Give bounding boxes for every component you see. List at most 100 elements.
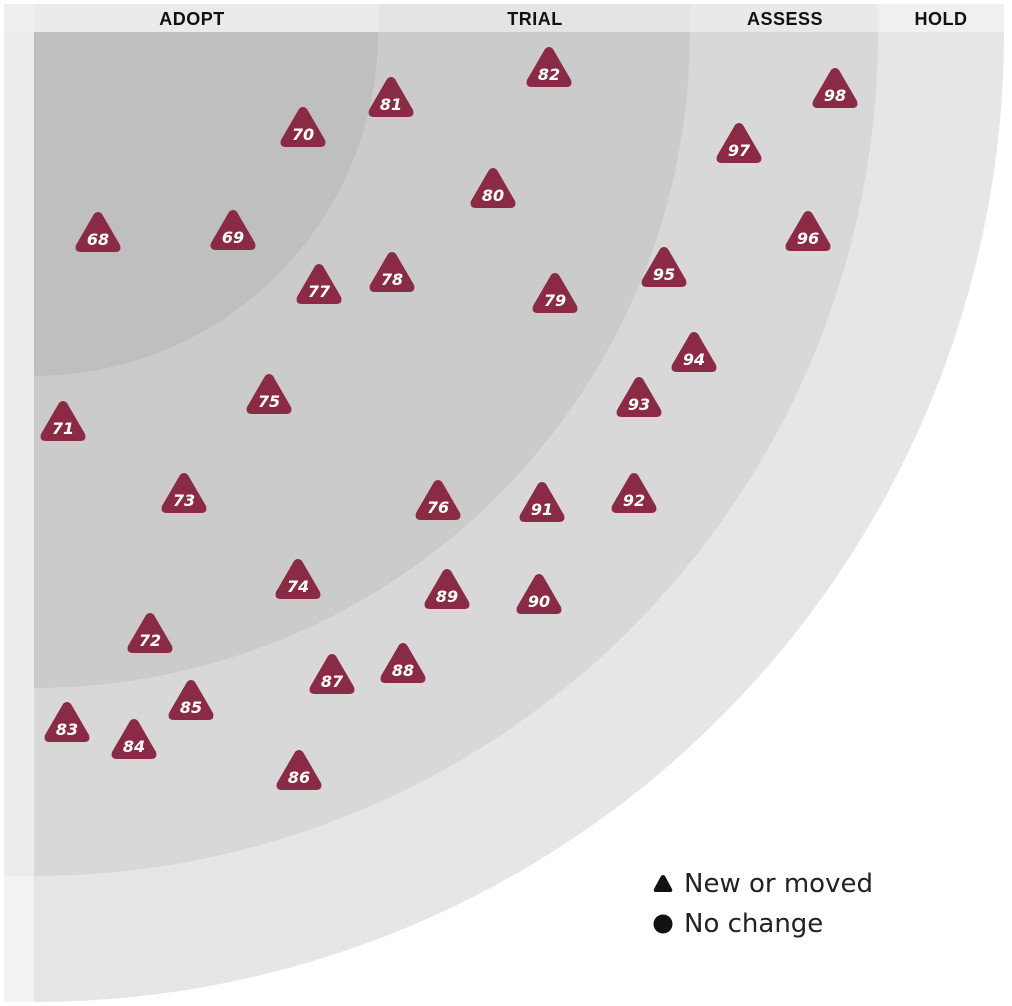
blip-number: 85: [180, 698, 202, 717]
blip-number: 75: [258, 392, 280, 411]
triangle-icon: [280, 107, 326, 147]
triangle-icon: [716, 123, 762, 163]
left-strip-lower: [4, 876, 34, 1002]
triangle-icon: [641, 247, 687, 287]
blip-number: 96: [797, 229, 819, 248]
triangle-icon: [210, 210, 256, 250]
blip-72[interactable]: 72: [127, 613, 173, 653]
triangle-icon: [611, 473, 657, 513]
ring-label-adopt: ADOPT: [159, 9, 225, 29]
blip-number: 74: [287, 577, 309, 596]
blip-number: 77: [308, 282, 331, 301]
blip-number: 93: [628, 395, 650, 414]
blip-number: 82: [538, 65, 560, 84]
blip-71[interactable]: 71: [40, 401, 86, 441]
triangle-icon: [470, 168, 516, 208]
blip-92[interactable]: 92: [611, 473, 657, 513]
blip-87[interactable]: 87: [309, 654, 355, 694]
blip-88[interactable]: 88: [380, 643, 426, 683]
blip-number: 69: [222, 228, 244, 247]
blip-78[interactable]: 78: [369, 252, 415, 292]
triangle-icon: [40, 401, 86, 441]
blip-93[interactable]: 93: [616, 377, 662, 417]
blip-number: 90: [528, 592, 550, 611]
blip-95[interactable]: 95: [641, 247, 687, 287]
triangle-icon: [111, 719, 157, 759]
legend-label-unchanged: No change: [684, 909, 824, 939]
blip-94[interactable]: 94: [671, 332, 717, 372]
left-strip: [4, 4, 34, 1002]
circle-icon: [653, 914, 673, 934]
blip-number: 92: [623, 491, 645, 510]
triangle-icon: [812, 68, 858, 108]
blip-91[interactable]: 91: [519, 482, 565, 522]
blip-number: 95: [653, 265, 675, 284]
blip-69[interactable]: 69: [210, 210, 256, 250]
blip-84[interactable]: 84: [111, 719, 157, 759]
blip-number: 71: [52, 419, 74, 438]
triangle-icon: [526, 47, 572, 87]
triangle-icon: [671, 332, 717, 372]
triangle-icon: [161, 473, 207, 513]
blip-number: 86: [288, 768, 310, 787]
triangle-icon: [380, 643, 426, 683]
blip-81[interactable]: 81: [368, 77, 414, 117]
triangle-icon: [276, 750, 322, 790]
blip-number: 89: [436, 587, 458, 606]
triangle-icon: [369, 252, 415, 292]
blip-82[interactable]: 82: [526, 47, 572, 87]
blip-number: 98: [824, 86, 846, 105]
blip-number: 70: [292, 125, 314, 144]
legend: New or moved No change: [652, 864, 873, 944]
blip-number: 72: [139, 631, 161, 650]
blip-75[interactable]: 75: [246, 374, 292, 414]
triangle-icon: [275, 559, 321, 599]
blip-74[interactable]: 74: [275, 559, 321, 599]
blip-98[interactable]: 98: [812, 68, 858, 108]
header-hold: [878, 4, 1004, 32]
blip-number: 97: [728, 141, 751, 160]
triangle-icon: [616, 377, 662, 417]
triangle-icon: [309, 654, 355, 694]
ring-label-trial: TRIAL: [507, 9, 563, 29]
triangle-icon: [246, 374, 292, 414]
triangle-icon: [785, 211, 831, 251]
triangle-icon: [296, 264, 342, 304]
blip-70[interactable]: 70: [280, 107, 326, 147]
blip-85[interactable]: 85: [168, 680, 214, 720]
legend-label-new: New or moved: [684, 869, 873, 899]
blip-number: 84: [123, 737, 145, 756]
triangle-icon: [168, 680, 214, 720]
blip-number: 79: [544, 291, 566, 310]
triangle-icon: [532, 273, 578, 313]
triangle-icon: [424, 569, 470, 609]
blip-97[interactable]: 97: [716, 123, 762, 163]
triangle-icon: [519, 482, 565, 522]
triangle-icon: [516, 574, 562, 614]
blip-number: 81: [380, 95, 402, 114]
blip-number: 78: [381, 270, 403, 289]
blip-number: 91: [531, 500, 553, 519]
triangle-icon: [44, 702, 90, 742]
blip-80[interactable]: 80: [470, 168, 516, 208]
blip-83[interactable]: 83: [44, 702, 90, 742]
triangle-icon: [127, 613, 173, 653]
blip-89[interactable]: 89: [424, 569, 470, 609]
blip-number: 76: [427, 498, 449, 517]
legend-item-new: New or moved: [652, 864, 873, 904]
legend-item-unchanged: No change: [652, 904, 873, 944]
header-assess: [690, 4, 878, 32]
blip-86[interactable]: 86: [276, 750, 322, 790]
triangle-icon: [75, 212, 121, 252]
blip-79[interactable]: 79: [532, 273, 578, 313]
blip-73[interactable]: 73: [161, 473, 207, 513]
blip-90[interactable]: 90: [516, 574, 562, 614]
blip-68[interactable]: 68: [75, 212, 121, 252]
blip-number: 73: [173, 491, 195, 510]
blip-96[interactable]: 96: [785, 211, 831, 251]
blip-76[interactable]: 76: [415, 480, 461, 520]
blip-77[interactable]: 77: [296, 264, 342, 304]
ring-label-hold: HOLD: [915, 9, 968, 29]
ring-adopt: [34, 32, 378, 376]
